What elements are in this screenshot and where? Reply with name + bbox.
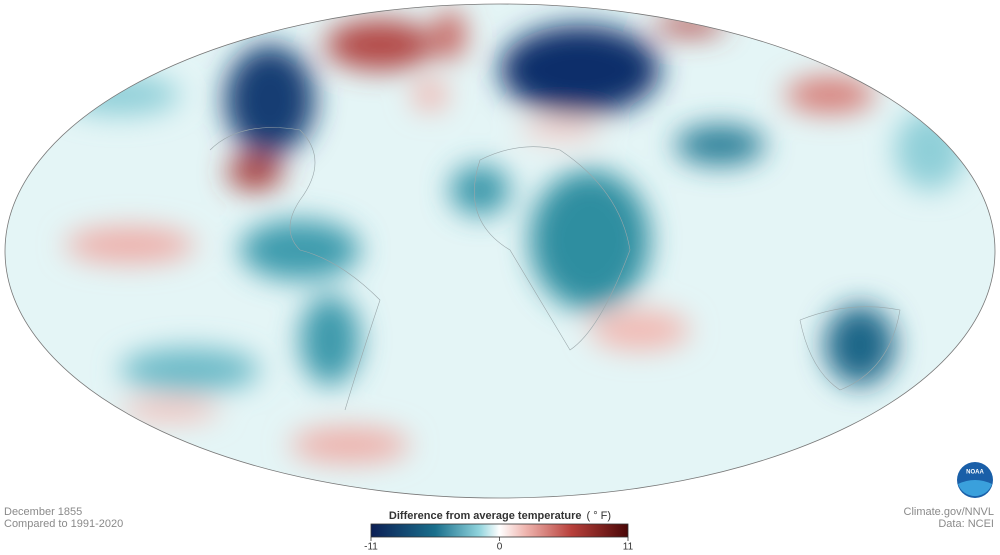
- tick-label: -11: [364, 542, 378, 553]
- baseline-label: Compared to 1991-2020: [4, 518, 123, 530]
- colorbar: [370, 523, 629, 538]
- map-outline: [4, 3, 996, 499]
- legend-title-text: Difference from average temperature: [389, 510, 582, 522]
- source-label: Climate.gov/NNVL: [904, 506, 994, 518]
- anomaly-field: [60, 10, 965, 463]
- tick-label: 11: [623, 542, 634, 553]
- date-label: December 1855: [4, 506, 82, 518]
- tick-label: 0: [497, 542, 503, 553]
- colorbar-ticks: -11 0 11: [364, 537, 634, 553]
- coastlines: [209, 127, 901, 411]
- data-label: Data: NCEI: [938, 518, 994, 530]
- noaa-logo: NOAA: [957, 462, 993, 498]
- legend-unit: ( ° F): [587, 510, 612, 522]
- legend-title: Difference from average temperature ( ° F…: [389, 510, 611, 522]
- map: [5, 4, 995, 498]
- logo-wave: [958, 480, 992, 497]
- logo-text: NOAA: [966, 470, 984, 476]
